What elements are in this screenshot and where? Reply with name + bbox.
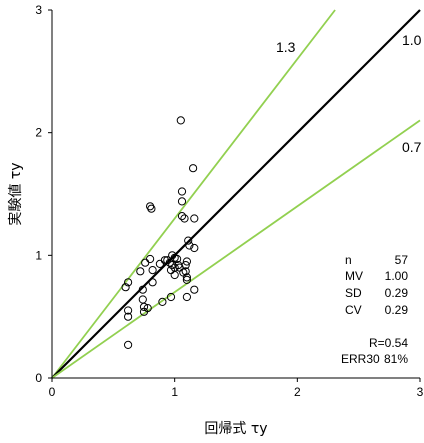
data-point bbox=[184, 236, 193, 245]
stat-value-cv: 0.29 bbox=[385, 303, 409, 317]
data-point bbox=[170, 270, 179, 280]
y-tick-label: 2 bbox=[35, 126, 42, 140]
data-point bbox=[182, 292, 191, 302]
x-tick-label: 2 bbox=[294, 385, 301, 399]
data-point bbox=[182, 273, 191, 282]
x-axis-title: 回帰式 τy bbox=[204, 420, 267, 437]
err-value: 81% bbox=[384, 352, 408, 366]
data-point bbox=[138, 285, 147, 294]
reference-lines bbox=[51, 9, 421, 379]
y-tick-label: 3 bbox=[35, 3, 42, 17]
data-point bbox=[155, 259, 164, 268]
data-point bbox=[185, 241, 194, 250]
data-point bbox=[148, 278, 157, 287]
data-point bbox=[136, 267, 145, 276]
ratio-label-1-0: 1.0 bbox=[402, 32, 422, 48]
data-point bbox=[168, 261, 177, 270]
ratio-labels: 1.3 1.0 0.7 bbox=[276, 32, 422, 155]
r-value: R=0.54 bbox=[369, 336, 408, 350]
data-point bbox=[124, 278, 133, 287]
data-point bbox=[143, 304, 152, 313]
stat-label-n: n bbox=[345, 253, 352, 267]
data-point bbox=[124, 340, 133, 349]
stat-label-sd: SD bbox=[345, 286, 362, 300]
data-point bbox=[146, 254, 155, 264]
stat-label-mv: MV bbox=[345, 269, 363, 283]
data-point bbox=[177, 212, 187, 221]
data-point bbox=[190, 214, 199, 223]
ticks: 0 1 2 3 0 1 2 3 bbox=[35, 3, 423, 399]
data-point bbox=[124, 306, 133, 315]
reference-line-1-0 bbox=[51, 9, 421, 379]
reference-line-0-7 bbox=[51, 119, 421, 379]
y-tick-label: 1 bbox=[35, 248, 42, 262]
data-point bbox=[189, 164, 198, 173]
data-point bbox=[181, 261, 190, 270]
ratio-label-1-3: 1.3 bbox=[276, 39, 296, 55]
y-axis-title: 実験値 τy bbox=[8, 162, 24, 225]
data-point bbox=[180, 214, 189, 223]
data-point bbox=[190, 243, 199, 253]
ratio-label-0-7: 0.7 bbox=[402, 139, 422, 155]
data-point bbox=[163, 256, 172, 265]
data-point bbox=[121, 283, 130, 292]
stats-box: n 57 MV 1.00 SD 0.29 CV 0.29 R=0.54 ERR3… bbox=[341, 253, 408, 366]
data-point bbox=[182, 257, 191, 266]
data-point bbox=[181, 267, 190, 276]
data-point bbox=[177, 187, 187, 196]
data-point bbox=[177, 197, 187, 206]
data-point bbox=[190, 285, 199, 294]
stat-label-cv: CV bbox=[345, 303, 362, 317]
stat-value-n: 57 bbox=[395, 253, 409, 267]
data-point bbox=[166, 292, 176, 302]
reference-line-1-3 bbox=[51, 9, 336, 379]
data-point bbox=[148, 266, 157, 275]
data-point bbox=[182, 275, 191, 284]
data-point bbox=[138, 295, 147, 304]
x-tick-label: 1 bbox=[171, 385, 178, 399]
data-points bbox=[121, 116, 199, 349]
x-tick-label: 3 bbox=[417, 385, 424, 399]
data-point bbox=[139, 302, 149, 311]
stat-value-sd: 0.29 bbox=[385, 286, 409, 300]
data-point bbox=[124, 312, 133, 321]
data-point bbox=[141, 258, 150, 267]
y-tick-label: 0 bbox=[35, 371, 42, 385]
data-point bbox=[176, 116, 185, 125]
data-point bbox=[170, 253, 179, 262]
axes bbox=[51, 10, 420, 379]
stat-value-mv: 1.00 bbox=[385, 269, 409, 283]
x-tick-label: 0 bbox=[49, 385, 56, 399]
data-point bbox=[158, 297, 167, 306]
err-label: ERR30 bbox=[341, 352, 380, 366]
data-point bbox=[147, 204, 156, 213]
